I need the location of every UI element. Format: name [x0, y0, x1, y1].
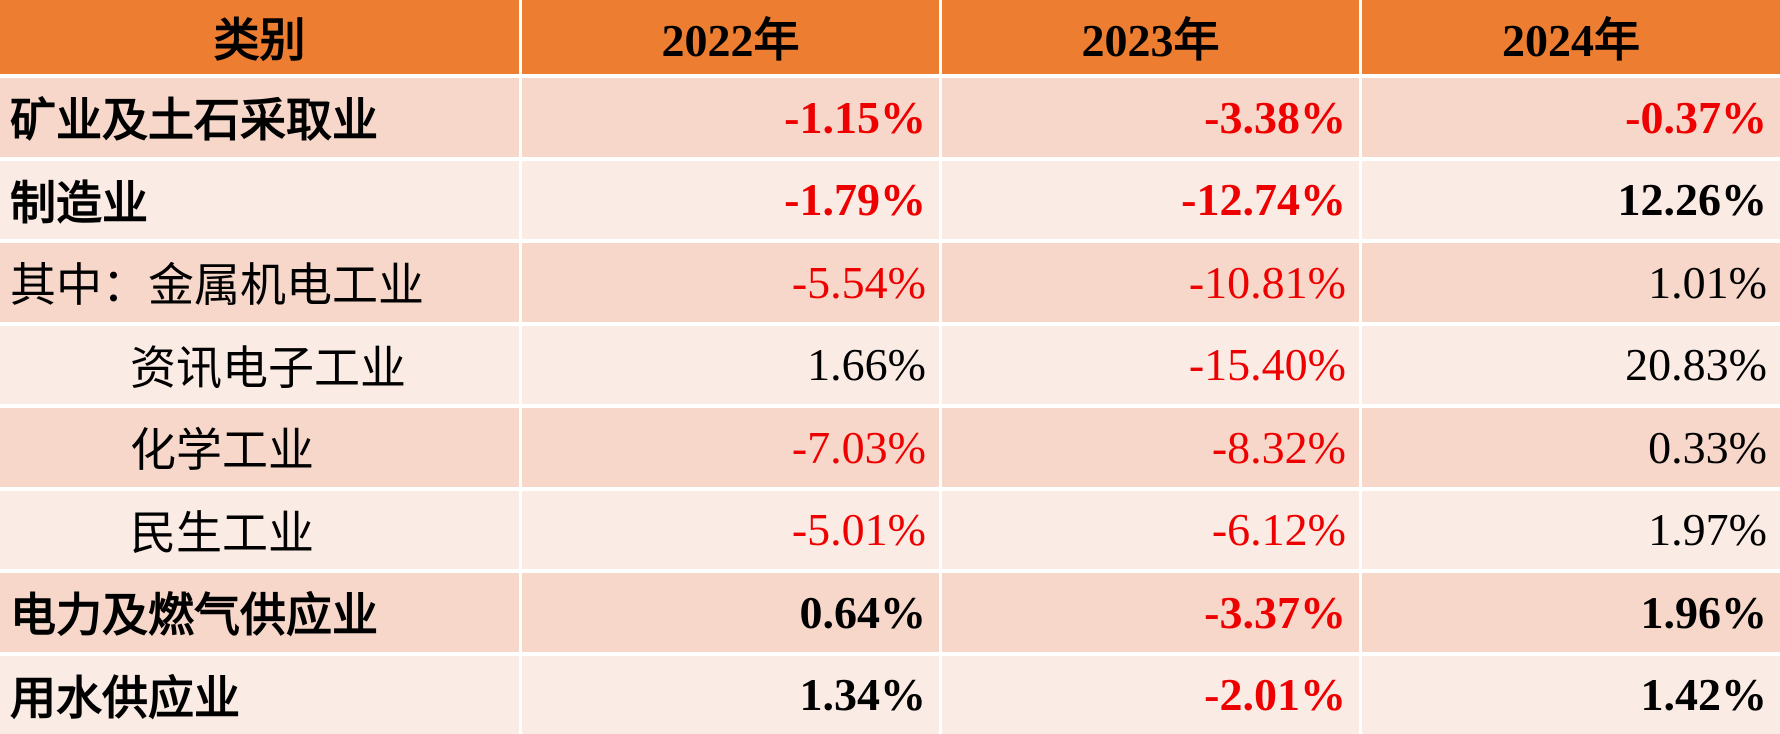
- row-label: 用水供应业: [0, 655, 519, 734]
- value-2023: -6.12%: [942, 490, 1359, 569]
- row-label: 其中：金属机电工业: [0, 243, 519, 322]
- header-cell-2023: 2023年: [942, 0, 1359, 74]
- value-2022: 1.34%: [522, 655, 939, 734]
- value-2022: 0.64%: [522, 573, 939, 652]
- value-2023: -10.81%: [942, 243, 1359, 322]
- row-label: 资讯电子工业: [0, 325, 519, 404]
- value-2024: 1.42%: [1362, 655, 1780, 734]
- value-2024: 12.26%: [1362, 160, 1780, 239]
- value-2023: -12.74%: [942, 160, 1359, 239]
- value-2022: -5.54%: [522, 243, 939, 322]
- header-cell-2022: 2022年: [522, 0, 939, 74]
- row-label: 民生工业: [0, 490, 519, 569]
- value-2022: -1.79%: [522, 160, 939, 239]
- header-cell-2024: 2024年: [1362, 0, 1780, 74]
- value-2023: -15.40%: [942, 325, 1359, 404]
- row-label: 化学工业: [0, 408, 519, 487]
- value-2023: -8.32%: [942, 408, 1359, 487]
- value-2023: -3.37%: [942, 573, 1359, 652]
- value-2024: -0.37%: [1362, 78, 1780, 157]
- value-2024: 1.01%: [1362, 243, 1780, 322]
- value-2022: -5.01%: [522, 490, 939, 569]
- row-label: 制造业: [0, 160, 519, 239]
- value-2022: 1.66%: [522, 325, 939, 404]
- header-cell-category: 类别: [0, 0, 519, 74]
- value-2023: -2.01%: [942, 655, 1359, 734]
- value-2024: 20.83%: [1362, 325, 1780, 404]
- value-2022: -1.15%: [522, 78, 939, 157]
- value-2022: -7.03%: [522, 408, 939, 487]
- value-2024: 1.97%: [1362, 490, 1780, 569]
- value-2024: 1.96%: [1362, 573, 1780, 652]
- value-2023: -3.38%: [942, 78, 1359, 157]
- row-label: 矿业及土石采取业: [0, 78, 519, 157]
- row-label: 电力及燃气供应业: [0, 573, 519, 652]
- value-2024: 0.33%: [1362, 408, 1780, 487]
